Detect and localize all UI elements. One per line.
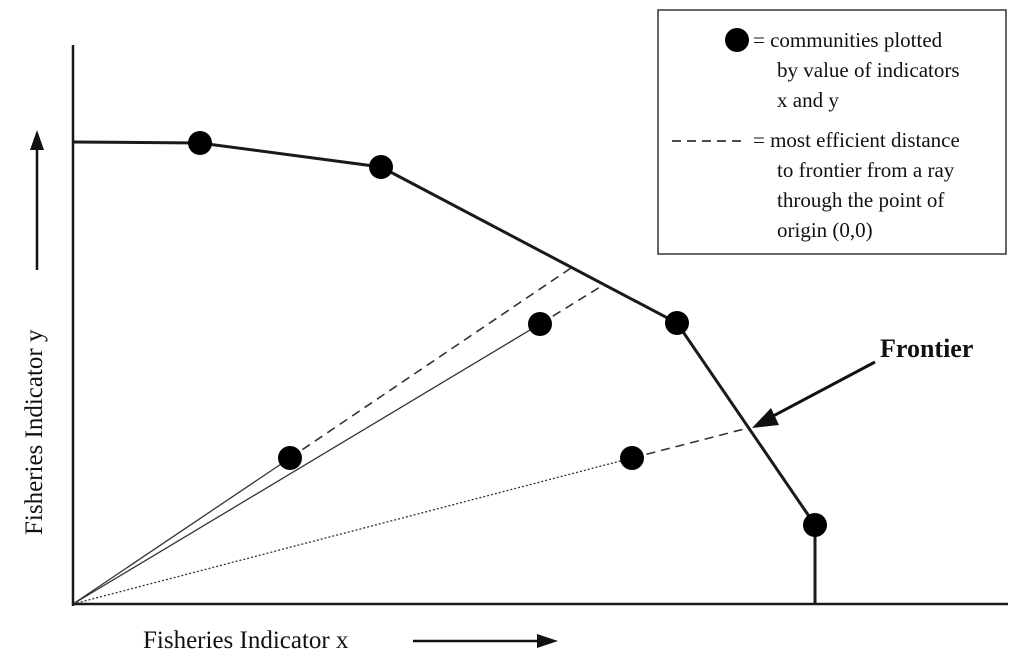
legend-dash-line-3: through the point of — [777, 188, 944, 212]
legend: = communities plotted by value of indica… — [657, 9, 1007, 255]
community-point — [803, 513, 827, 537]
community-point — [278, 446, 302, 470]
y-axis-arrowhead — [30, 130, 44, 150]
community-point — [188, 131, 212, 155]
legend-dot-line-1: = communities plotted — [753, 28, 943, 52]
ray-line-1 — [72, 457, 291, 605]
x-axis-arrowhead — [537, 634, 558, 648]
legend-dot-line-3: x and y — [777, 88, 839, 112]
legend-dash-line-4: origin (0,0) — [777, 218, 873, 242]
community-point — [665, 311, 689, 335]
ray-line-2 — [72, 323, 541, 605]
frontier-arrowhead — [752, 408, 779, 428]
legend-dot-line-2: by value of indicators — [777, 58, 960, 82]
frontier-arrow — [759, 360, 876, 425]
frontier-line — [72, 140, 817, 604]
dashed-extension-1 — [289, 267, 572, 459]
ray-line-3 — [72, 457, 633, 605]
community-point — [620, 446, 644, 470]
legend-dash-line-2: to frontier from a ray — [777, 158, 955, 182]
dashed-extension-3 — [631, 427, 749, 459]
community-point — [369, 155, 393, 179]
legend-dash-line-1: = most efficient distance — [753, 128, 960, 152]
community-point — [528, 312, 552, 336]
x-axis-label: Fisheries Indicator x — [143, 627, 349, 654]
legend-box — [657, 9, 1007, 255]
legend-dot-icon — [725, 28, 749, 52]
dashed-extension-2 — [539, 283, 606, 325]
frontier-label: Frontier — [880, 334, 973, 363]
y-axis-label: Fisheries Indicator y — [21, 329, 48, 535]
